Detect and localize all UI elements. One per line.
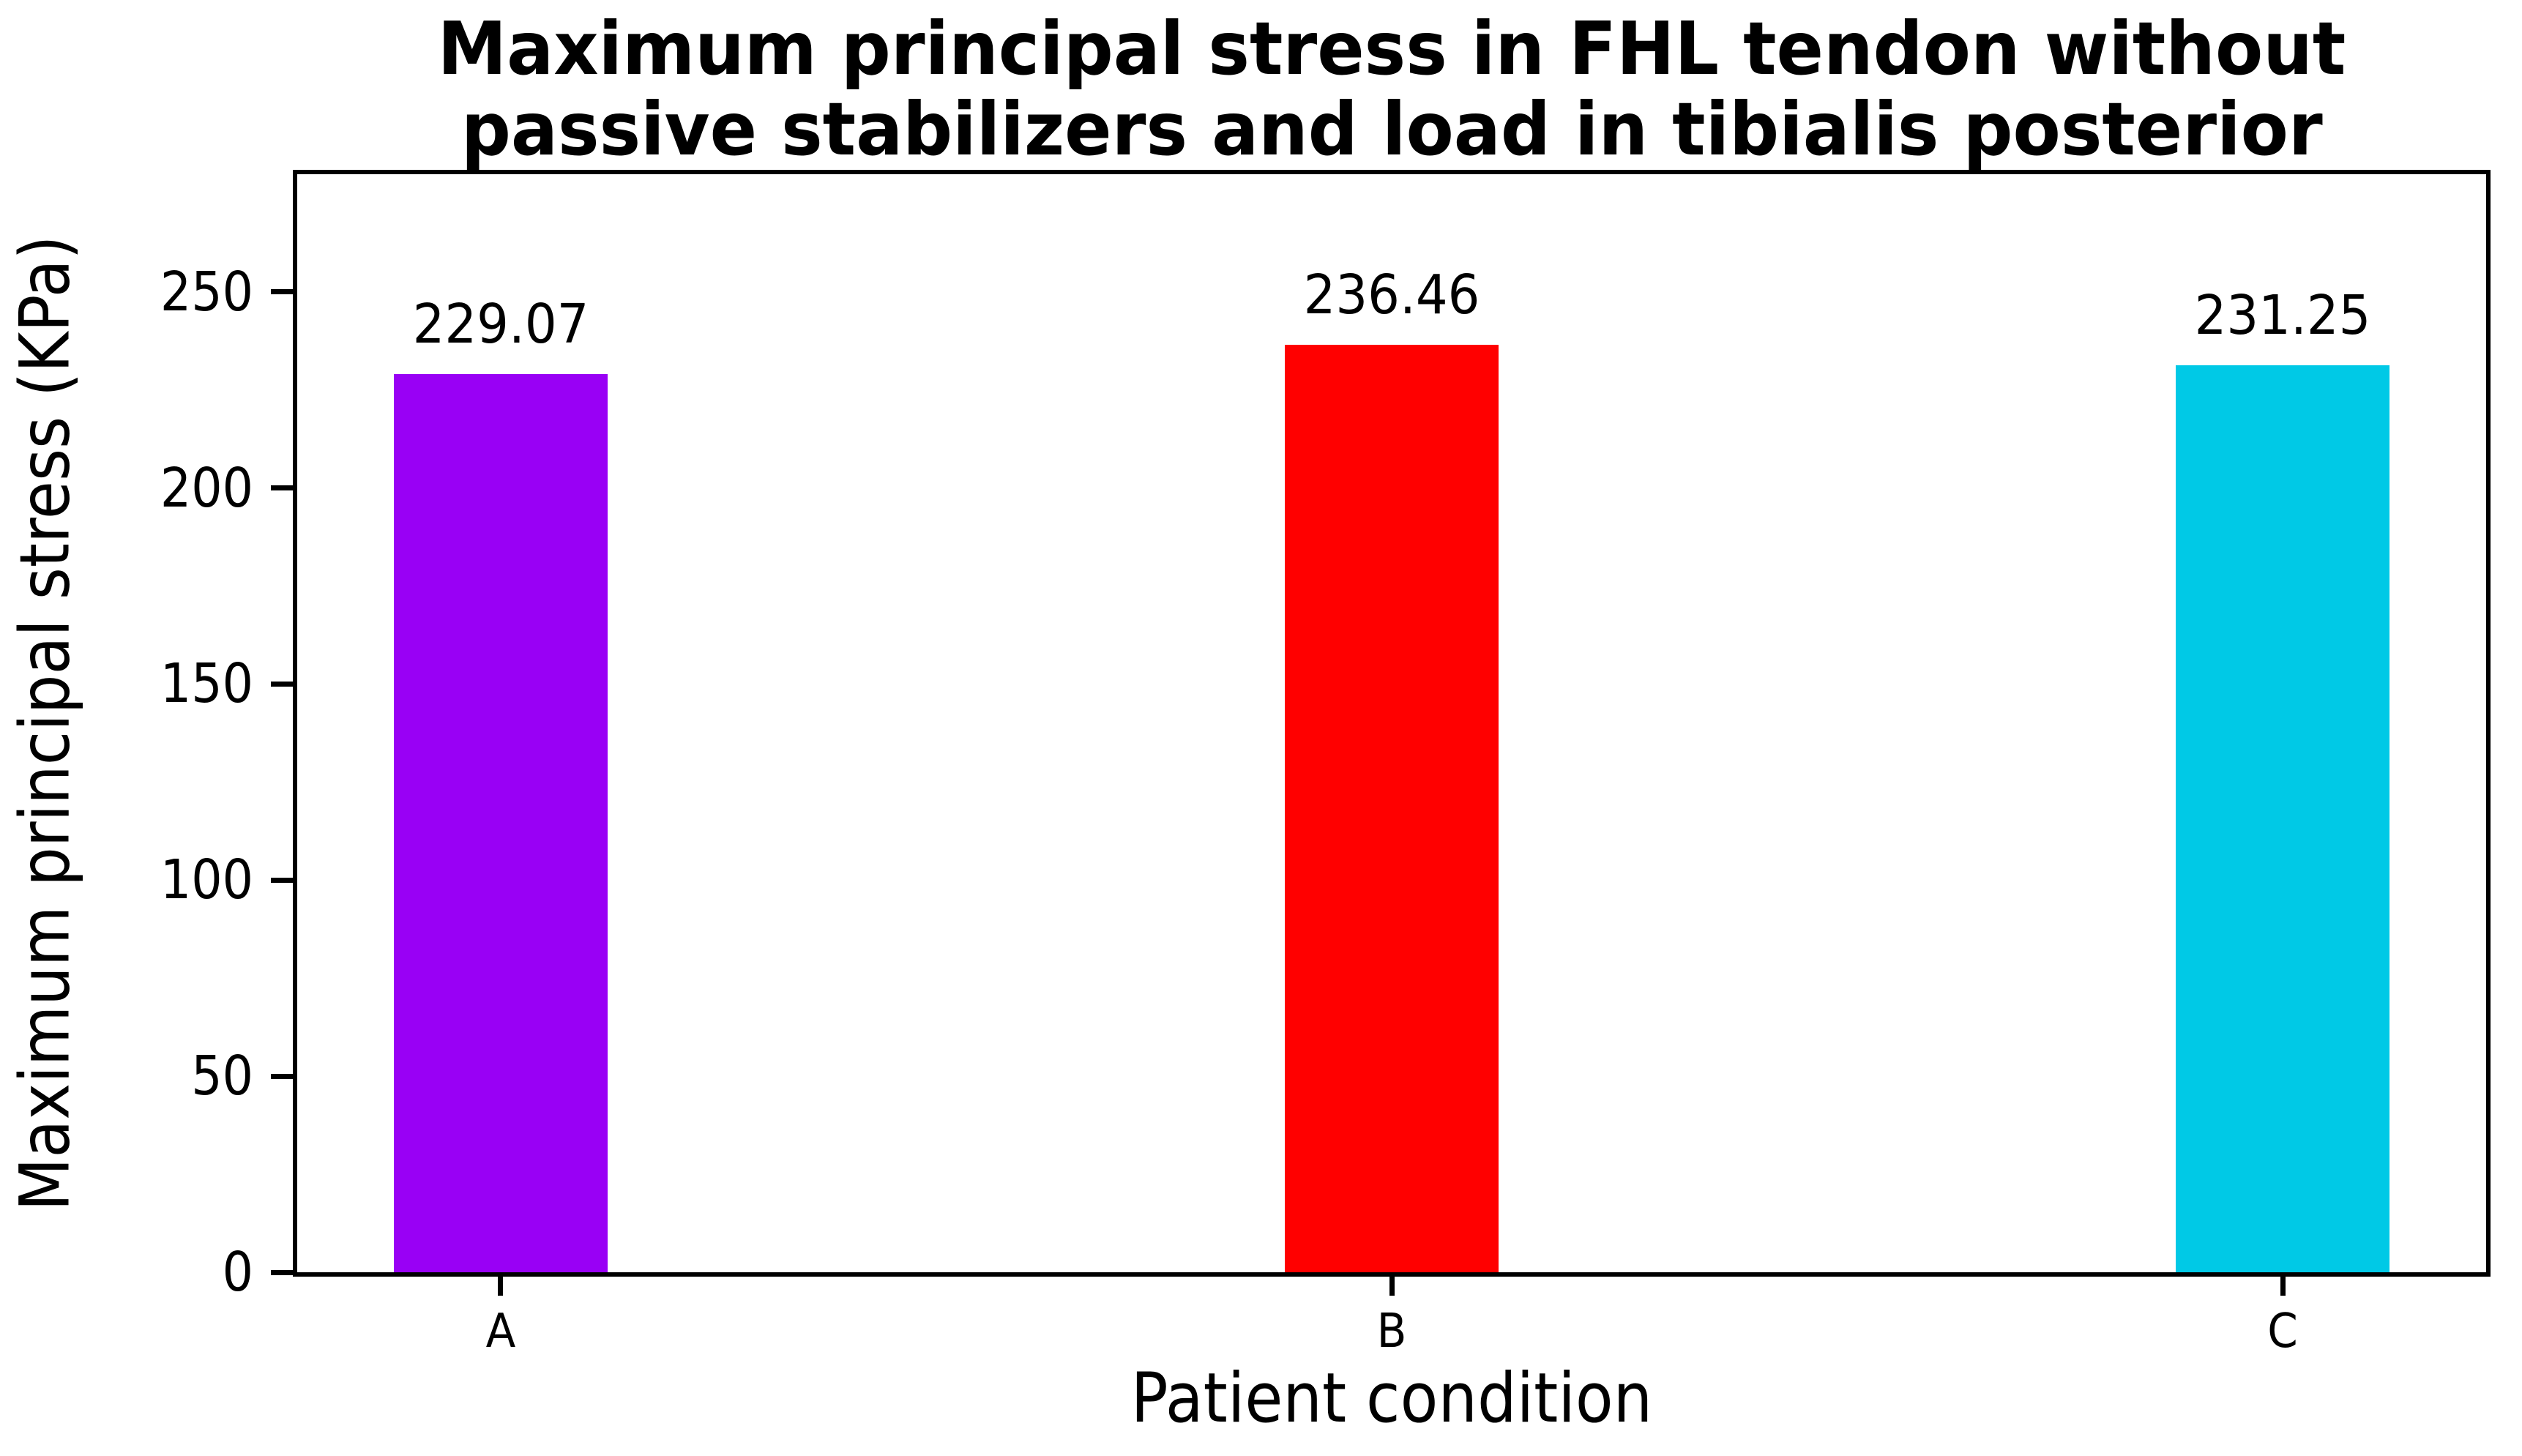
x-axis-label-text: Patient condition xyxy=(1130,1359,1653,1438)
bar xyxy=(393,373,608,1272)
x-tick-label: A xyxy=(485,1304,516,1359)
y-tick-label: 200 xyxy=(160,456,253,520)
bar-value-label: 236.46 xyxy=(1303,264,1480,327)
bar-value-label: 229.07 xyxy=(412,292,589,356)
x-tick-mark xyxy=(1389,1277,1395,1296)
x-tick-label: B xyxy=(1376,1304,1407,1359)
bar-value-label: 231.25 xyxy=(2194,284,2371,348)
bar xyxy=(1285,345,1499,1272)
x-tick-mark xyxy=(2280,1277,2286,1296)
chart-title-line-2: passive stabilizers and load in tibialis… xyxy=(460,86,2323,172)
x-axis-label: Patient condition xyxy=(293,1359,2491,1438)
y-tick-mark xyxy=(271,1269,293,1275)
x-tick-label: C xyxy=(2267,1304,2298,1359)
y-tick-label: 0 xyxy=(222,1241,253,1304)
y-axis-label-text: Maximum principal stress (KPa) xyxy=(5,235,86,1212)
y-tick-mark xyxy=(271,681,293,687)
plot-area: 0 50 100 150 200 250 229.07 A 236.46 B 231.25 C xyxy=(160,170,2491,1357)
y-tick-mark xyxy=(271,877,293,883)
chart-title: Maximum principal stress in FHL tendon w… xyxy=(293,9,2491,170)
x-tick-mark xyxy=(498,1277,504,1296)
y-tick-label: 100 xyxy=(160,848,253,912)
y-tick-label: 250 xyxy=(160,260,253,324)
y-tick-mark xyxy=(271,485,293,491)
y-tick-mark xyxy=(271,1073,293,1079)
chart-title-line-1: Maximum principal stress in FHL tendon w… xyxy=(437,6,2346,92)
y-tick-mark xyxy=(271,289,293,295)
y-tick-label: 150 xyxy=(160,652,253,716)
y-tick-label: 50 xyxy=(191,1045,253,1108)
bar xyxy=(2176,365,2390,1272)
